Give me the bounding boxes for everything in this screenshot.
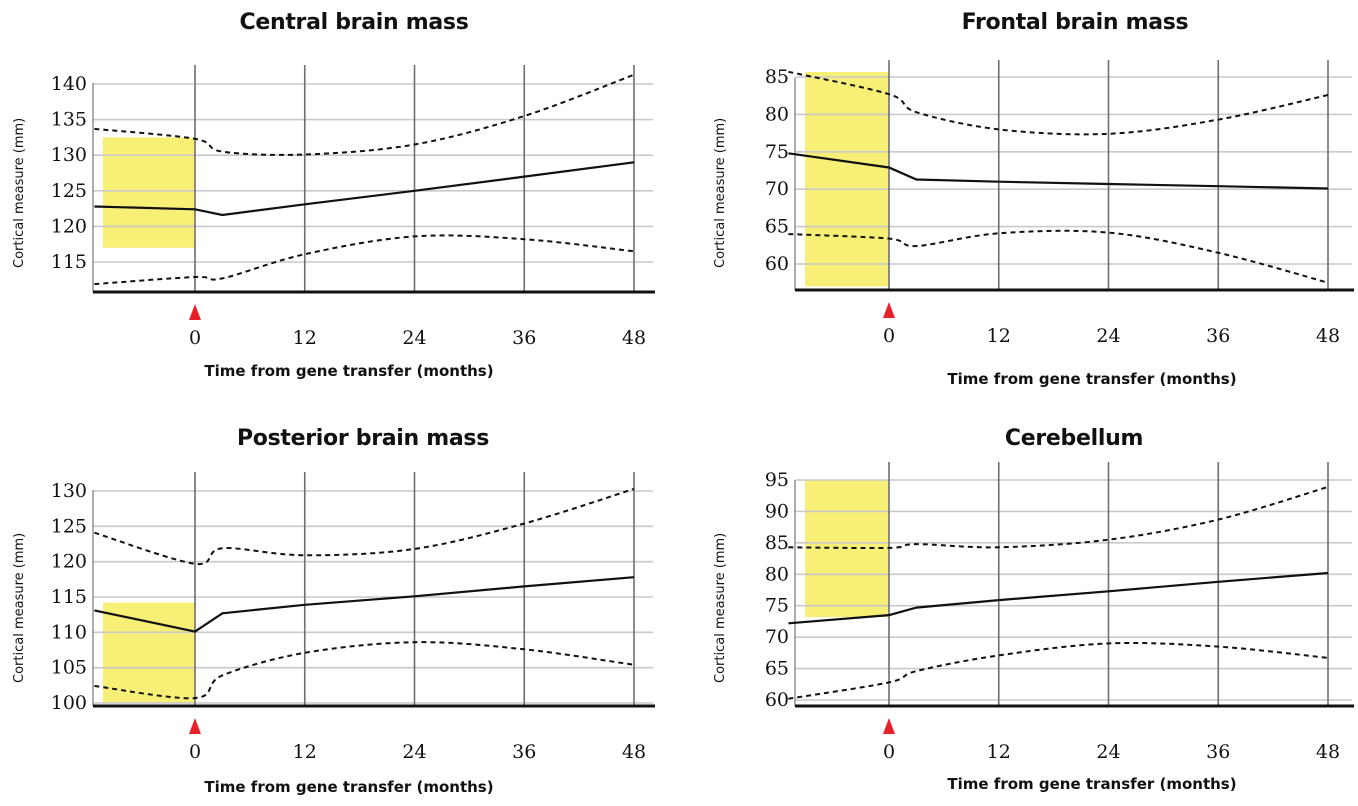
y-tick-label-central: 135 (51, 109, 87, 131)
gene-transfer-marker-central (189, 304, 201, 320)
y-tick-label-posterior: 100 (51, 692, 87, 714)
y-tick-label-central: 115 (51, 251, 87, 273)
mean-line-cerebellum (788, 571, 1329, 625)
y-tick-label-frontal: 65 (765, 216, 789, 238)
x-tick-label-posterior: 12 (293, 741, 317, 763)
x-tick-label-frontal: 24 (1096, 325, 1120, 347)
x-tick-label-frontal: 36 (1206, 325, 1230, 347)
y-tick-label-posterior: 110 (51, 621, 87, 643)
x-tick-label-posterior: 48 (622, 741, 646, 763)
y-tick-label-frontal: 60 (765, 253, 789, 275)
x-tick-label-central: 0 (189, 327, 201, 349)
y-axis-label-frontal: Cortical measure (mm) (713, 117, 728, 268)
mean-line-frontal (788, 152, 1329, 190)
y-axis-label-posterior: Cortical measure (mm) (12, 532, 27, 683)
gene-transfer-marker-cerebellum (883, 718, 895, 734)
y-tick-label-frontal: 85 (765, 66, 789, 88)
x-tick-label-central: 36 (512, 327, 536, 349)
x-tick-label-cerebellum: 12 (987, 741, 1011, 763)
y-tick-label-posterior: 120 (51, 551, 87, 573)
y-tick-label-cerebellum: 60 (765, 689, 789, 711)
x-tick-label-frontal: 48 (1316, 325, 1340, 347)
highlight-box-frontal (805, 72, 889, 287)
y-tick-label-cerebellum: 90 (765, 500, 789, 522)
y-tick-label-central: 125 (51, 180, 87, 202)
mean-line-posterior (94, 576, 635, 633)
x-axis-label-cerebellum: Time from gene transfer (months) (947, 775, 1237, 793)
upper-bound-line-posterior (94, 487, 635, 565)
upper-bound-line-cerebellum (788, 485, 1329, 550)
x-tick-label-frontal: 0 (883, 325, 895, 347)
gene-transfer-marker-frontal (883, 302, 895, 318)
upper-bound-line-frontal (788, 70, 1329, 136)
y-tick-label-cerebellum: 95 (765, 469, 789, 491)
x-tick-label-central: 12 (293, 327, 317, 349)
gene-transfer-marker-posterior (189, 718, 201, 734)
y-tick-label-frontal: 80 (765, 103, 789, 125)
y-tick-label-posterior: 125 (51, 515, 87, 537)
y-tick-label-posterior: 130 (51, 480, 87, 502)
mean-line-central (94, 161, 635, 217)
chart-title-frontal: Frontal brain mass (961, 10, 1189, 35)
x-tick-label-central: 48 (622, 327, 646, 349)
y-tick-label-cerebellum: 65 (765, 658, 789, 680)
y-axis-label-central: Cortical measure (mm) (12, 117, 27, 268)
x-tick-label-cerebellum: 48 (1316, 741, 1340, 763)
lower-bound-line-posterior (94, 641, 635, 700)
y-tick-label-cerebellum: 75 (765, 595, 789, 617)
y-axis-label-cerebellum: Cortical measure (mm) (713, 532, 728, 683)
x-tick-label-cerebellum: 36 (1206, 741, 1230, 763)
y-tick-label-cerebellum: 80 (765, 563, 789, 585)
x-tick-label-posterior: 24 (402, 741, 426, 763)
y-tick-label-frontal: 70 (765, 178, 789, 200)
x-tick-label-posterior: 36 (512, 741, 536, 763)
upper-bound-line-central (94, 73, 635, 156)
y-tick-label-cerebellum: 70 (765, 626, 789, 648)
y-tick-label-cerebellum: 85 (765, 532, 789, 554)
y-tick-label-posterior: 115 (51, 586, 87, 608)
x-axis-label-central: Time from gene transfer (months) (204, 362, 494, 380)
x-tick-label-cerebellum: 0 (883, 741, 895, 763)
y-tick-label-frontal: 75 (765, 141, 789, 163)
y-tick-label-central: 130 (51, 144, 87, 166)
lower-bound-line-central (94, 234, 635, 286)
highlight-box-posterior (103, 602, 195, 703)
lower-bound-line-cerebellum (788, 641, 1329, 700)
x-axis-label-posterior: Time from gene transfer (months) (204, 778, 494, 796)
y-tick-label-central: 140 (51, 73, 87, 95)
x-tick-label-central: 24 (402, 327, 426, 349)
y-tick-label-posterior: 105 (51, 657, 87, 679)
chart-title-cerebellum: Cerebellum (1004, 426, 1144, 451)
chart-title-posterior: Posterior brain mass (236, 426, 490, 451)
x-tick-label-cerebellum: 24 (1096, 741, 1120, 763)
lower-bound-line-frontal (788, 229, 1329, 284)
x-tick-label-posterior: 0 (189, 741, 201, 763)
x-tick-label-frontal: 12 (987, 325, 1011, 347)
highlight-box-central (103, 137, 195, 248)
x-axis-label-frontal: Time from gene transfer (months) (947, 370, 1237, 388)
y-tick-label-central: 120 (51, 215, 87, 237)
chart-title-central: Central brain mass (239, 10, 469, 35)
